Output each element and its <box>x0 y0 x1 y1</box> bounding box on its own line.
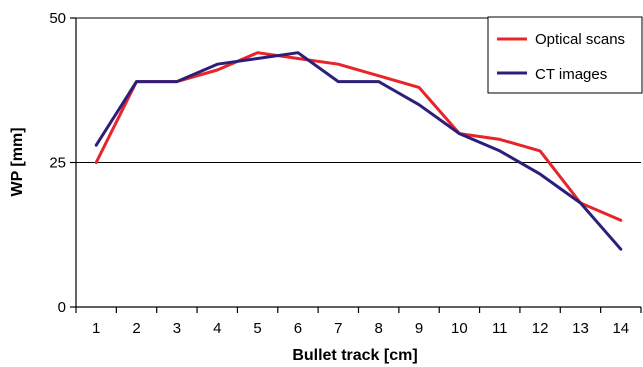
axes <box>70 17 642 313</box>
y-tick-label-50: 50 <box>49 10 66 27</box>
legend-label-optical-scans: Optical scans <box>535 31 625 48</box>
x-tick-label-6: 6 <box>294 320 302 337</box>
legend-label-ct-images: CT images <box>535 66 607 83</box>
x-tick-label-14: 14 <box>612 320 629 337</box>
x-tick-label-1: 1 <box>92 320 100 337</box>
legend: Optical scans CT images <box>487 16 643 94</box>
x-tick-label-11: 11 <box>492 320 508 337</box>
x-tick-label-2: 2 <box>132 320 140 337</box>
x-tick-label-12: 12 <box>532 320 549 337</box>
y-tick-label-25: 25 <box>49 155 66 172</box>
x-tick-label-10: 10 <box>451 320 468 337</box>
x-tick-label-9: 9 <box>415 320 423 337</box>
series-lines <box>94 51 623 251</box>
x-tick-label-5: 5 <box>253 320 261 337</box>
x-tick-label-8: 8 <box>375 320 383 337</box>
x-tick-label-13: 13 <box>572 320 589 337</box>
legend-box <box>487 16 643 94</box>
x-tick-label-3: 3 <box>173 320 181 337</box>
series-line-ct-images <box>94 51 623 251</box>
x-tick-label-7: 7 <box>334 320 342 337</box>
x-tick-label-4: 4 <box>213 320 221 337</box>
x-axis-title: Bullet track [cm] <box>292 347 417 364</box>
y-tick-label-0: 0 <box>58 299 66 316</box>
y-axis-title: WP [mm] <box>9 127 26 196</box>
